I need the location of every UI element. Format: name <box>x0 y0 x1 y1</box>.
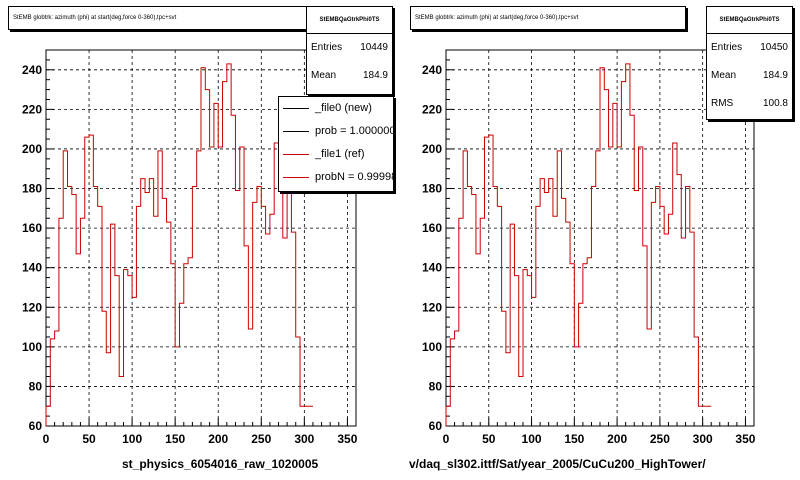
left-stats-mean-value: 184.9 <box>362 70 388 81</box>
left-x-tick-label-200: 200 <box>208 432 228 446</box>
left-y-tick-label-120: 120 <box>22 300 42 314</box>
right-x-tick-label-100: 100 <box>522 432 542 446</box>
right-y-tick-label-220: 220 <box>422 102 442 116</box>
right-stats-entries-value: 10450 <box>760 42 788 53</box>
left-x-tick-label-250: 250 <box>251 432 271 446</box>
left-filename: st_physics_6054016_raw_1020005 <box>122 457 319 471</box>
legend-label-probn: probN = 0.99998 <box>315 171 394 183</box>
left-stats-box: StEMBQaGtrkPhi0TS Entries 10449 Mean 184… <box>306 6 393 95</box>
legend-entry-probn: probN = 0.99998 <box>279 166 393 189</box>
legend-label-file0: _file0 (new) <box>315 102 372 114</box>
left-x-tick-label-50: 50 <box>82 432 96 446</box>
left-x-tick-label-0: 0 <box>43 432 50 446</box>
right-stats-entries-row: Entries 10450 <box>707 34 792 62</box>
left-y-tick-label-220: 220 <box>22 102 42 116</box>
legend-label-file1: _file1 (ref) <box>315 148 365 160</box>
left-stats-entries-label: Entries <box>311 42 343 53</box>
left-stats-name: StEMBQaGtrkPhi0TS <box>307 7 392 34</box>
legend-line-probn <box>283 177 309 178</box>
legend-label-prob: prob = 1.000000 <box>315 125 394 137</box>
right-y-tick-label-160: 160 <box>422 221 442 235</box>
left-x-tick-label-150: 150 <box>165 432 185 446</box>
right-y-tick-label-120: 120 <box>422 300 442 314</box>
right-y-tick-label-100: 100 <box>422 340 442 354</box>
right-y-tick-label-200: 200 <box>422 142 442 156</box>
right-stats-entries-label: Entries <box>711 42 743 53</box>
left-y-tick-label-60: 60 <box>29 419 43 433</box>
right-stats-mean-row: Mean 184.9 <box>707 62 792 90</box>
left-legend: _file0 (new) prob = 1.000000 _file1 (ref… <box>278 96 394 192</box>
left-histogram-title: StEMB globtrk: azimuth (phi) at start(de… <box>8 6 309 30</box>
legend-entry-file0: _file0 (new) <box>279 97 393 120</box>
right-title-text: StEMB globtrk: azimuth (phi) at start(de… <box>415 15 579 21</box>
right-y-tick-label-80: 80 <box>429 379 443 393</box>
legend-entry-file1: _file1 (ref) <box>279 143 393 166</box>
right-y-tick-label-140: 140 <box>422 261 442 275</box>
right-x-tick-label-250: 250 <box>650 432 670 446</box>
right-histogram-series <box>445 63 712 426</box>
left-x-tick-label-300: 300 <box>294 432 314 446</box>
right-stats-mean-label: Mean <box>711 70 737 81</box>
right-stats-rms-label: RMS <box>711 98 734 109</box>
left-y-tick-label-180: 180 <box>22 182 42 196</box>
right-histogram-title: StEMB globtrk: azimuth (phi) at start(de… <box>410 6 686 30</box>
right-x-tick-label-200: 200 <box>607 432 627 446</box>
right-y-tick-label-180: 180 <box>422 182 442 196</box>
right-y-tick-label-60: 60 <box>429 419 443 433</box>
right-stats-mean-value: 184.9 <box>762 70 788 81</box>
left-stats-entries-value: 10449 <box>360 42 388 53</box>
left-histogram-series <box>45 63 313 426</box>
left-title-text: StEMB globtrk: azimuth (phi) at start(de… <box>13 15 177 21</box>
left-x-tick-label-350: 350 <box>337 432 357 446</box>
left-y-tick-label-100: 100 <box>22 340 42 354</box>
right-x-tick-label-350: 350 <box>735 432 755 446</box>
left-stats-entries-row: Entries 10449 <box>307 34 392 62</box>
left-stats-mean-row: Mean 184.9 <box>307 62 392 90</box>
right-x-tick-label-300: 300 <box>693 432 713 446</box>
left-y-tick-label-80: 80 <box>29 379 43 393</box>
legend-entry-prob: prob = 1.000000 <box>279 120 393 143</box>
right-filename: v/daq_sl302.ittf/Sat/year_2005/CuCu200_H… <box>409 457 706 471</box>
left-y-tick-label-140: 140 <box>22 261 42 275</box>
right-x-tick-label-150: 150 <box>564 432 584 446</box>
right-stats-box: StEMBQaGtrkPhi0TS Entries 10450 Mean 184… <box>706 6 793 120</box>
left-stats-mean-label: Mean <box>311 70 337 81</box>
left-y-tick-label-240: 240 <box>22 63 42 77</box>
legend-line-file1 <box>283 154 309 155</box>
left-y-tick-label-200: 200 <box>22 142 42 156</box>
right-y-tick-label-240: 240 <box>422 63 442 77</box>
left-x-tick-label-100: 100 <box>122 432 142 446</box>
right-x-tick-label-0: 0 <box>443 432 450 446</box>
right-stats-rms-row: RMS 100.8 <box>707 90 792 118</box>
right-x-tick-label-50: 50 <box>482 432 496 446</box>
legend-line-prob <box>283 131 309 132</box>
legend-line-file0 <box>283 108 309 109</box>
right-stats-name: StEMBQaGtrkPhi0TS <box>707 7 792 34</box>
right-stats-rms-value: 100.8 <box>762 98 788 109</box>
left-y-tick-label-160: 160 <box>22 221 42 235</box>
